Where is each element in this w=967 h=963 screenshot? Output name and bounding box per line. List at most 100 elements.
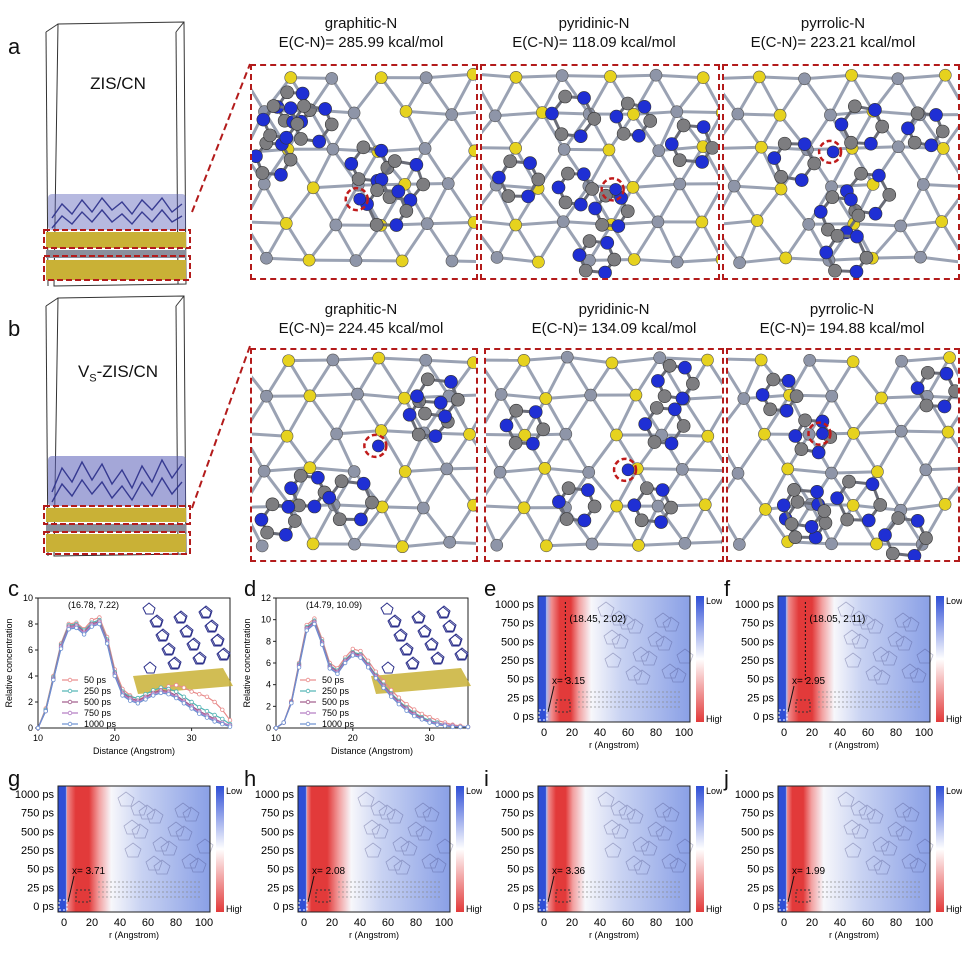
y-tick-label: 500 ps bbox=[741, 636, 775, 648]
panel-letter-i: i bbox=[484, 766, 489, 791]
origin-box bbox=[75, 889, 91, 903]
y-tick-label: 250 ps bbox=[741, 845, 775, 857]
title-b-1-name: graphitic-N bbox=[324, 301, 398, 318]
y-tick-label: 0 bbox=[266, 723, 271, 733]
heatmap-g: 1000 ps 750 ps 500 ps 250 ps 50 ps 25 ps 0 ps 0… bbox=[4, 782, 245, 956]
data-point bbox=[458, 724, 463, 730]
x-tick-label: 100 bbox=[915, 917, 933, 929]
mol-structure-a-graphitic bbox=[252, 67, 476, 268]
y-tick-label: 1000 ps bbox=[15, 789, 55, 801]
data-point bbox=[181, 685, 187, 690]
heatmap-svg: 1000 ps 750 ps 500 ps 250 ps 50 ps 25 ps 0 ps 0… bbox=[735, 595, 965, 750]
origin-box-small bbox=[298, 899, 308, 911]
y-tick-label: 2 bbox=[28, 697, 33, 707]
heatmap-j: 1000 ps 750 ps 500 ps 250 ps 50 ps 25 ps 0 ps 0… bbox=[724, 782, 965, 956]
colorbar-high: High bbox=[946, 904, 962, 914]
heatmap-frame bbox=[297, 785, 451, 913]
y-tick-label: 25 ps bbox=[507, 692, 534, 704]
data-point bbox=[166, 691, 171, 697]
data-point bbox=[158, 690, 164, 696]
data-point bbox=[220, 721, 225, 727]
data-point bbox=[227, 724, 233, 729]
cell-b: VS-ZIS/CN bbox=[38, 292, 198, 564]
title-a-3-name: pyrrolic-N bbox=[800, 15, 866, 32]
legend-label: 1000 ps bbox=[322, 719, 355, 729]
y-tick-label: 10 bbox=[261, 615, 271, 625]
data-point bbox=[373, 675, 379, 681]
mol-structure-b-pyrrolic bbox=[728, 351, 958, 560]
x-tick-label: 10 bbox=[271, 733, 281, 743]
data-point bbox=[388, 694, 394, 699]
y-tick-label: 1000 ps bbox=[495, 789, 535, 801]
x-tick-label: 80 bbox=[890, 727, 902, 739]
mol-structure-a-pyrrolic bbox=[724, 68, 958, 278]
x-tick-label: 80 bbox=[170, 917, 182, 929]
data-point bbox=[150, 693, 156, 698]
data-point bbox=[189, 689, 194, 694]
mol-bonds bbox=[728, 351, 958, 560]
structure-overlay bbox=[338, 791, 454, 898]
x-tick-label: 20 bbox=[348, 733, 358, 743]
cell-b-label-sub: S bbox=[89, 372, 97, 385]
colorbar bbox=[696, 596, 704, 722]
legend-marker bbox=[305, 721, 311, 727]
mol-box-a-pyridinic bbox=[480, 64, 720, 280]
y-tick-label: 250 ps bbox=[21, 845, 55, 857]
data-point bbox=[174, 682, 179, 688]
x-tick-label: 20 bbox=[110, 733, 120, 743]
peak-annotation: (14.79, 10.09) bbox=[306, 600, 362, 610]
x-tick-label: 80 bbox=[410, 917, 422, 929]
active-site-marker bbox=[612, 457, 638, 483]
data-point bbox=[197, 691, 202, 697]
mol-bonds bbox=[724, 68, 958, 278]
x-leader-line bbox=[547, 875, 555, 903]
heatmap-plot bbox=[58, 786, 210, 912]
y-tick-label: 250 ps bbox=[741, 655, 775, 667]
title-b-3: pyrrolic-N E(C-N)= 194.88 kcal/mol bbox=[722, 300, 962, 338]
panel-letter-e: e bbox=[484, 576, 497, 601]
y-tick-label: 750 ps bbox=[21, 808, 55, 820]
peak-label: (18.05, 2.11) bbox=[809, 614, 865, 625]
x-tick-label: 60 bbox=[622, 727, 634, 739]
y-tick-label: 25 ps bbox=[27, 882, 54, 894]
x-tick-label: 30 bbox=[187, 733, 197, 743]
cell-b-label: VS-ZIS/CN bbox=[48, 362, 188, 384]
heatmap-svg: 1000 ps 750 ps 500 ps 250 ps 50 ps 25 ps 0 ps 0… bbox=[495, 785, 725, 940]
x-leader-line bbox=[307, 875, 315, 903]
y-tick-label: 0 ps bbox=[753, 711, 774, 723]
y-tick-label: 250 ps bbox=[501, 655, 535, 667]
origin-box bbox=[555, 889, 571, 903]
x-axis-title: Distance (Angstrom) bbox=[331, 746, 413, 756]
y-tick-label: 1000 ps bbox=[495, 599, 535, 611]
line-chart-c: 0 2 4 6 8 10 10 20 30 Distance (Angstrom) Relative… bbox=[4, 593, 233, 756]
data-point bbox=[189, 706, 194, 711]
mol-bonds bbox=[486, 350, 722, 553]
y-tick-label: 10 bbox=[23, 593, 33, 603]
inset-structure bbox=[371, 602, 471, 694]
legend-label: 750 ps bbox=[322, 708, 350, 718]
data-point bbox=[220, 716, 225, 722]
y-tick-label: 500 ps bbox=[501, 636, 535, 648]
y-tick-label: 0 ps bbox=[753, 901, 774, 913]
y-axis-title: Relative concentration bbox=[4, 618, 14, 707]
y-tick-label: 1000 ps bbox=[255, 789, 295, 801]
structure-overlay bbox=[818, 791, 934, 898]
cell-a-drawing bbox=[43, 21, 191, 287]
x-tick-label: 0 bbox=[61, 917, 67, 929]
y-tick-label: 750 ps bbox=[741, 618, 775, 630]
x-tick-label: 40 bbox=[594, 917, 606, 929]
origin-box-small bbox=[58, 899, 68, 911]
data-point bbox=[427, 720, 432, 725]
colorbar bbox=[936, 596, 944, 722]
data-point bbox=[181, 694, 187, 699]
x-axis-title: r (Angstrom) bbox=[349, 930, 399, 940]
cell-b-label-rest: -ZIS/CN bbox=[96, 362, 159, 381]
origin-box bbox=[795, 889, 811, 903]
heatmap-frame bbox=[57, 785, 211, 913]
x-tick-label: 100 bbox=[675, 727, 693, 739]
x-axis-title: r (Angstrom) bbox=[589, 740, 639, 750]
legend-label: 50 ps bbox=[322, 675, 345, 685]
title-b-2-energy: E(C-N)= 134.09 kcal/mol bbox=[531, 320, 697, 337]
data-point bbox=[35, 725, 41, 731]
x-leader-line bbox=[547, 685, 555, 713]
